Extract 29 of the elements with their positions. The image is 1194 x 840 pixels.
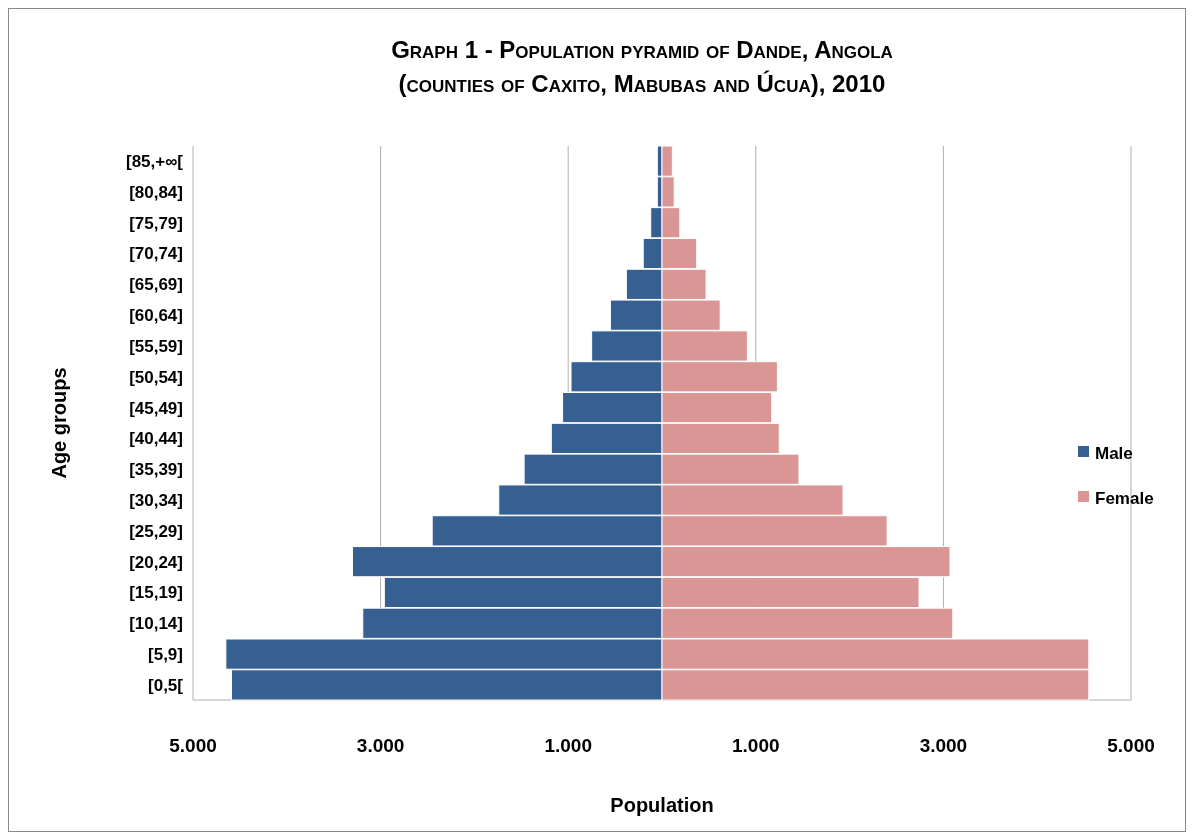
- y-tick-label: [0,5[: [148, 675, 184, 695]
- legend-label: Female: [1095, 488, 1154, 508]
- y-tick-label: [65,69]: [129, 275, 183, 295]
- y-tick-label: [15,19]: [129, 583, 183, 603]
- y-tick-label: [5,9]: [148, 645, 183, 665]
- x-tick-label: 5.000: [1107, 735, 1155, 756]
- y-tick-label: [50,54]: [129, 367, 183, 387]
- y-tick-label: [20,24]: [129, 552, 183, 572]
- y-tick-label: [30,34]: [129, 490, 183, 510]
- y-tick-label: [45,49]: [129, 398, 183, 418]
- y-tick-label: [25,29]: [129, 521, 183, 541]
- y-tick-label: [75,79]: [129, 213, 183, 233]
- y-tick-label: [10,14]: [129, 614, 183, 634]
- x-axis-title: Population: [610, 794, 714, 816]
- y-tick-label: [85,+∞[: [125, 152, 184, 172]
- x-tick-label: 1.000: [544, 735, 592, 756]
- y-tick-label: [60,64]: [129, 306, 183, 326]
- legend-label: Male: [1095, 443, 1133, 463]
- y-tick-label: [80,84]: [129, 182, 183, 202]
- chart-title: Graph 1 - Population pyramid of Dande, Angola (counties of Caxito, Mabubas and Úcua), 2010: [391, 36, 893, 97]
- y-axis-title: Age groups: [48, 367, 70, 479]
- x-tick-label: 1.000: [732, 735, 780, 756]
- x-tick-label: 3.000: [356, 735, 405, 756]
- y-tick-label: [70,74]: [129, 244, 183, 264]
- y-tick-label: [40,44]: [129, 429, 183, 449]
- x-tick-label: 5.000: [169, 735, 217, 756]
- x-tick-label: 3.000: [919, 735, 968, 756]
- y-tick-label: [55,59]: [129, 336, 183, 356]
- y-tick-label: [35,39]: [129, 460, 183, 480]
